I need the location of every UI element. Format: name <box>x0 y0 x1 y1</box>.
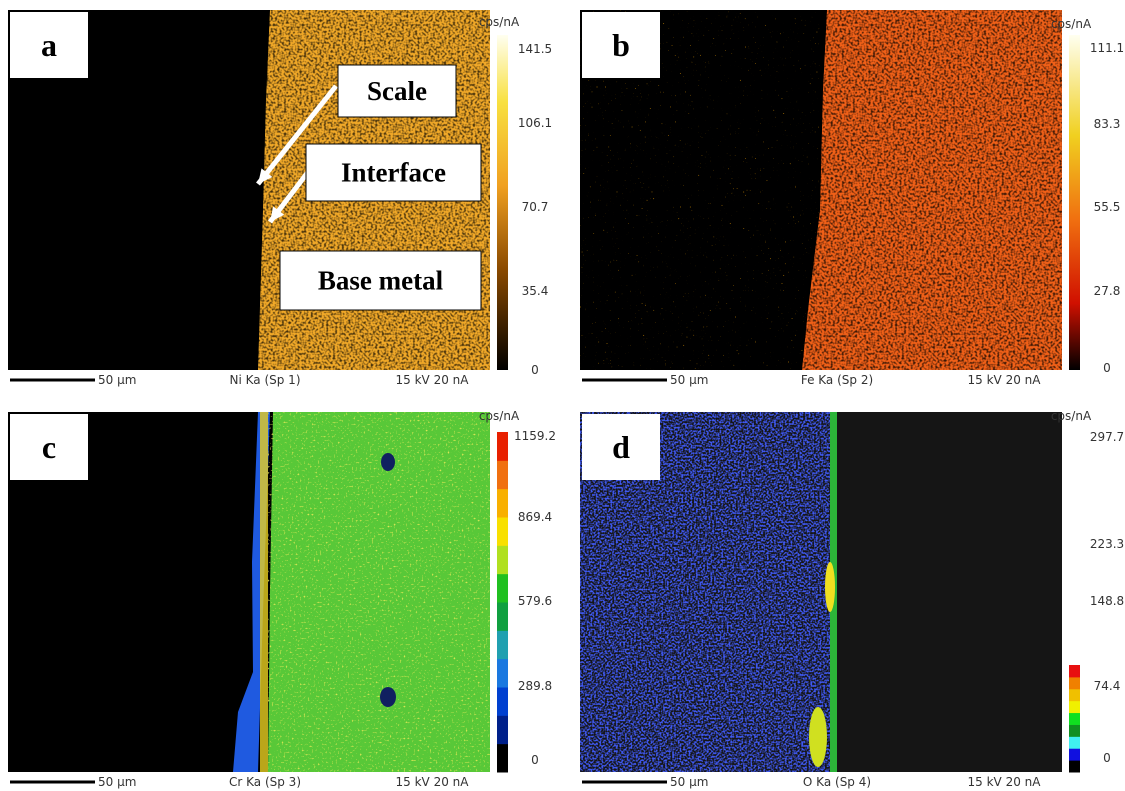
annotations: Scale Interface Base metal <box>256 64 482 311</box>
colorbar-band <box>1069 676 1080 690</box>
colorbar-band <box>1069 748 1080 761</box>
colorbar-band <box>497 602 508 631</box>
arrow-shaft <box>256 84 338 186</box>
panel-letter-box <box>582 12 660 78</box>
colorbar-band <box>1069 700 1080 714</box>
arrow-head <box>270 206 285 222</box>
colorbar-band <box>497 658 508 688</box>
colorbar-band <box>497 460 508 490</box>
colorbar-tick-label: 0 <box>1103 361 1111 375</box>
colorbar <box>497 35 508 370</box>
colorbar-band <box>497 715 508 745</box>
colorbar-band <box>1069 736 1080 749</box>
colorbar-tick-label: 148.8 <box>1090 594 1124 608</box>
annotation-box <box>279 250 482 311</box>
fe-speckle <box>802 10 1062 370</box>
colorbar-band <box>1069 688 1080 702</box>
map-panel: b cps/nA 111.1 83.3 55.5 27.8 0 50 µm Fe Ka (Sp … <box>580 10 1124 387</box>
colorbar-tick-label: 55.5 <box>1094 200 1121 214</box>
colorbar-tick-label: 869.4 <box>518 510 552 524</box>
colorbar-tick-label: 27.8 <box>1094 284 1121 298</box>
cr-speckle <box>268 412 490 772</box>
annotation-label: Scale <box>367 76 427 106</box>
scale-bar-label: 50 µm <box>98 775 136 789</box>
scale-bar-label: 50 µm <box>98 373 136 387</box>
map-panel: d cps/nA 297.7 223.3 148.8 74.4 0 50 µm O Ka (Sp… <box>580 409 1124 789</box>
signal-label: Cr Ka (Sp 3) <box>229 775 301 789</box>
annotation-box <box>337 64 457 118</box>
colorbar-band <box>497 488 508 518</box>
colorbar-tick-label: 289.8 <box>518 679 552 693</box>
element-maps: a cps/nA 141.5 106.1 70.7 35.4 0 50 µm Ni Ka (Sp… <box>8 10 1124 789</box>
colorbar-tick-label: 35.4 <box>522 284 549 298</box>
conditions-label: 15 kV 20 nA <box>396 373 470 387</box>
colorbar-band <box>1069 724 1080 737</box>
signal-label: Ni Ka (Sp 1) <box>230 373 301 387</box>
colorbar-band <box>1069 665 1080 678</box>
colorbar-tick-label: 297.7 <box>1090 430 1124 444</box>
colorbar-tick-label: 0 <box>531 363 539 377</box>
colorbar-tick-label: 0 <box>531 753 539 767</box>
conditions-label: 15 kV 20 nA <box>968 775 1042 789</box>
scale-bar-label: 50 µm <box>670 775 708 789</box>
colorbar-band <box>497 743 508 773</box>
colorbar-tick-label: 111.1 <box>1090 41 1124 55</box>
panel-letter-box <box>582 414 660 480</box>
colorbar-band <box>1069 712 1080 725</box>
colorbar-band <box>497 545 508 575</box>
annotation-label: Interface <box>341 158 446 188</box>
colorbar-unit: cps/nA <box>479 409 520 423</box>
cr-void <box>380 687 396 707</box>
colorbar-unit: cps/nA <box>1051 409 1092 423</box>
scale-bar-label: 50 µm <box>670 373 708 387</box>
cr-void <box>381 453 395 471</box>
colorbar-band <box>497 687 508 716</box>
cr-interface <box>260 412 268 772</box>
colorbar-band <box>1069 760 1080 773</box>
colorbar-unit: cps/nA <box>1051 17 1092 31</box>
panel-letter: a <box>41 27 57 63</box>
annotation-label: Base metal <box>318 266 444 296</box>
colorbar <box>1069 35 1080 370</box>
colorbar-tick-label: 223.3 <box>1090 537 1124 551</box>
panel-letter-box <box>10 12 88 78</box>
colorbar-tick-label: 74.4 <box>1094 679 1121 693</box>
annotation-box <box>305 143 482 202</box>
colorbar-tick-label: 70.7 <box>522 200 549 214</box>
conditions-label: 15 kV 20 nA <box>396 775 470 789</box>
conditions-label: 15 kV 20 nA <box>968 373 1042 387</box>
panel-letter: d <box>612 429 630 465</box>
map-panel: c cps/nA 1159.2 869.4 579.6 289.8 0 50 µm Cr Ka … <box>8 409 556 789</box>
colorbar-tick-label: 106.1 <box>518 116 552 130</box>
colorbar-band <box>497 630 508 660</box>
colorbar-band <box>497 432 508 461</box>
colorbar-band <box>497 573 508 603</box>
colorbar-tick-label: 141.5 <box>518 42 552 56</box>
colorbar-unit: cps/nA <box>479 15 520 29</box>
o-hotspot <box>825 562 835 612</box>
o-hotspot <box>809 707 827 767</box>
signal-label: Fe Ka (Sp 2) <box>801 373 873 387</box>
colorbar-tick-label: 0 <box>1103 751 1111 765</box>
colorbar-tick-label: 579.6 <box>518 594 552 608</box>
colorbar-band <box>497 517 508 546</box>
panel-letter: c <box>42 429 56 465</box>
panel-letter-box <box>10 414 88 480</box>
colorbar-tick-label: 1159.2 <box>514 429 556 443</box>
panel-letter: b <box>612 27 630 63</box>
colorbar-tick-label: 83.3 <box>1094 117 1121 131</box>
arrow-head <box>258 168 273 184</box>
signal-label: O Ka (Sp 4) <box>803 775 871 789</box>
